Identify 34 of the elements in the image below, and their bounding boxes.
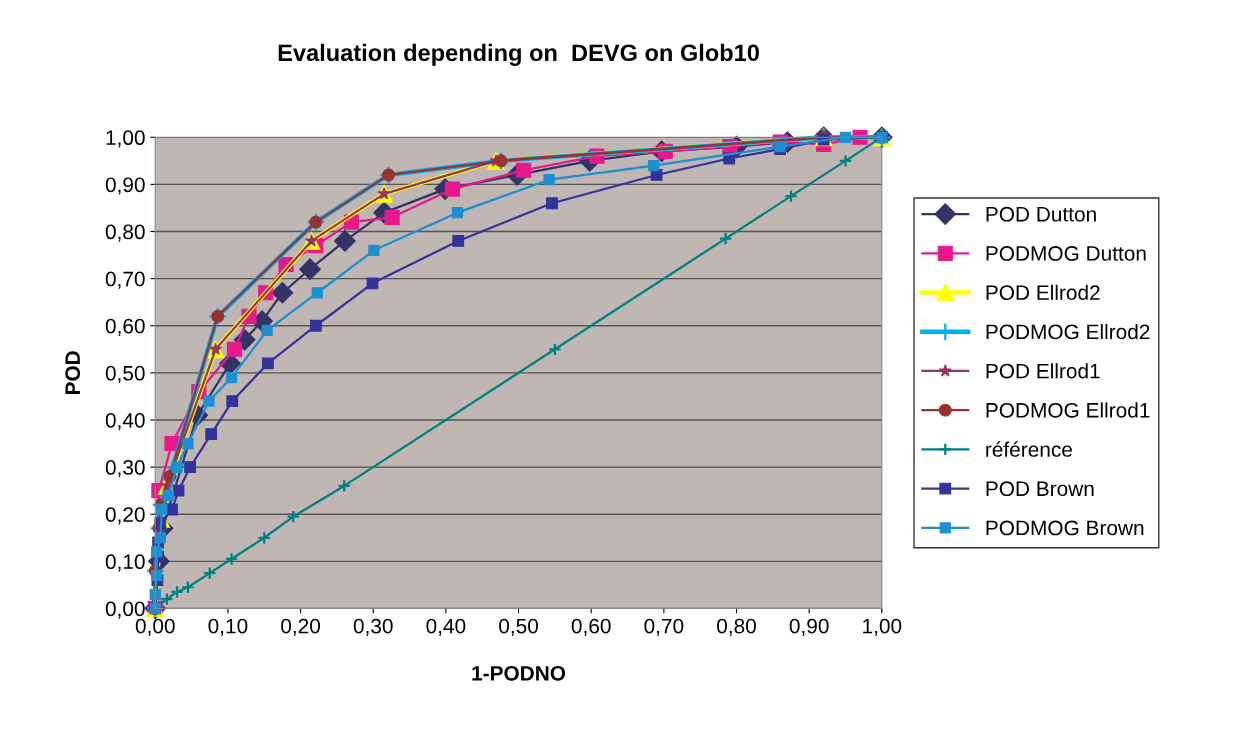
- x-tick-label: 0,10: [208, 618, 248, 636]
- x-axis-title: 1-PODNO: [472, 665, 566, 681]
- y-tick-label: 0,70: [105, 271, 145, 289]
- legend-label: POD Dutton: [986, 206, 1096, 222]
- y-axis-title: POD: [65, 351, 81, 395]
- x-tick-label: 0,00: [135, 618, 175, 636]
- x-tick-label: 0,80: [717, 618, 756, 636]
- y-tick-label: 0,60: [105, 318, 145, 336]
- y-tick-label: 0,20: [105, 507, 145, 525]
- x-tick-label: 0,20: [281, 618, 321, 636]
- y-tick-label: 1,00: [106, 130, 145, 148]
- legend-label: PODMOG Dutton: [986, 246, 1146, 261]
- x-tick-label: 1,00: [863, 618, 902, 636]
- legend-label: POD Brown: [986, 481, 1094, 497]
- y-tick-label: 0,40: [105, 412, 145, 431]
- chart-title: Evaluation depending on DEVG on Glob10: [278, 43, 759, 66]
- legend-label: POD Ellrod1: [986, 363, 1100, 379]
- x-tick-label: 0,50: [499, 618, 538, 636]
- y-tick-label: 0,30: [105, 460, 145, 478]
- legend-label: PODMOG Brown: [986, 520, 1144, 536]
- x-tick-label: 0,60: [571, 618, 611, 636]
- y-tick-label: 0,10: [105, 554, 145, 572]
- y-tick-label: 0,50: [105, 365, 145, 384]
- y-tick-label: 0,90: [105, 177, 145, 195]
- legend-label: POD Ellrod2: [986, 284, 1100, 301]
- x-tick-label: 0,90: [789, 618, 829, 636]
- legend-label: référence: [986, 441, 1072, 457]
- x-tick-label: 0,70: [644, 618, 684, 636]
- x-tick-label: 0,30: [353, 618, 393, 636]
- y-tick-label: 0,80: [105, 224, 145, 242]
- x-tick-label: 0,40: [426, 618, 466, 636]
- y-tick-label: 0,00: [105, 601, 145, 619]
- legend-label: PODMOG Ellrod1: [986, 402, 1150, 418]
- legend-label: PODMOG Ellrod2: [986, 323, 1150, 340]
